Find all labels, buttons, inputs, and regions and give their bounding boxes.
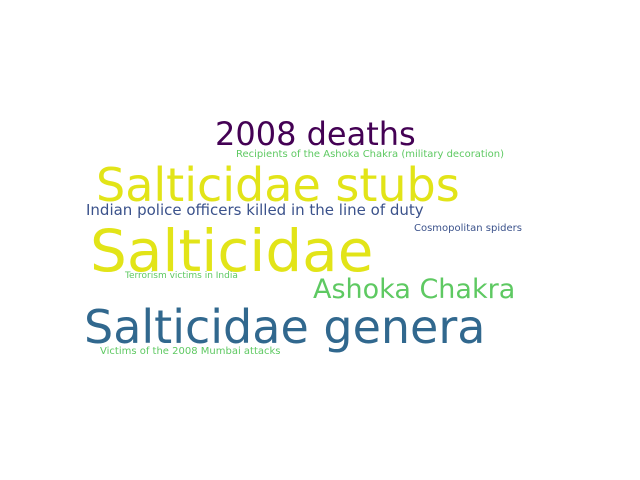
word-victims-mumbai-attacks: Victims of the 2008 Mumbai attacks: [100, 346, 281, 357]
word-salticidae-genera: Salticidae genera: [84, 300, 486, 354]
word-terrorism-victims-india: Terrorism victims in India: [125, 271, 238, 281]
word-cosmopolitan-spiders: Cosmopolitan spiders: [414, 223, 522, 234]
word-indian-police-officers: Indian police officers killed in the lin…: [86, 201, 424, 219]
word-salticidae-stubs: Salticidae stubs: [96, 158, 460, 212]
word-ashoka-chakra: Ashoka Chakra: [313, 274, 516, 305]
word-2008-deaths: 2008 deaths: [215, 115, 416, 153]
word-salticidae: Salticidae: [90, 217, 374, 285]
word-recipients-ashoka-chakra: Recipients of the Ashoka Chakra (militar…: [236, 149, 504, 160]
